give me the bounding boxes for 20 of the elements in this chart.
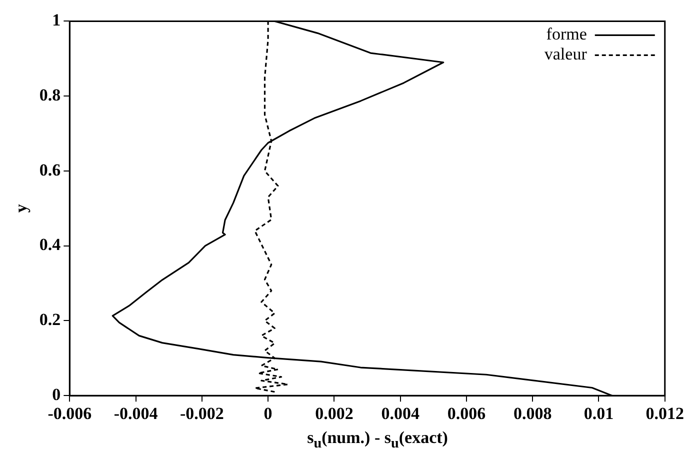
- x-tick-label: 0.012: [646, 404, 684, 424]
- legend-label: valeur: [544, 44, 588, 64]
- x-tick-label: 0.01: [584, 404, 614, 424]
- y-tick-label: 0.4: [39, 235, 62, 254]
- legend-label: forme: [546, 24, 587, 44]
- x-tick-label: 0.002: [315, 404, 354, 424]
- x-tick-label: 0: [264, 404, 272, 424]
- x-axis-title: s$_{u}$(num.) - s$_{u}$(exact): [306, 428, 449, 452]
- y-tick-label: 0: [52, 384, 61, 404]
- y-tick-label: 0.6: [39, 160, 61, 180]
- x-tick-label: 0.006: [447, 404, 486, 424]
- y-tick-label: 0.2: [39, 310, 61, 330]
- x-tick-label: 0.008: [513, 404, 552, 424]
- x-tick-label: -0.002: [180, 404, 224, 424]
- y-tick-label: 1: [52, 10, 61, 30]
- x-tick-label: -0.004: [114, 404, 158, 424]
- x-tick-label: 0.004: [381, 404, 420, 424]
- y-axis-title: y: [12, 204, 31, 213]
- x-tick-label: -0.006: [48, 404, 92, 424]
- y-tick-label: 0.8: [39, 85, 61, 104]
